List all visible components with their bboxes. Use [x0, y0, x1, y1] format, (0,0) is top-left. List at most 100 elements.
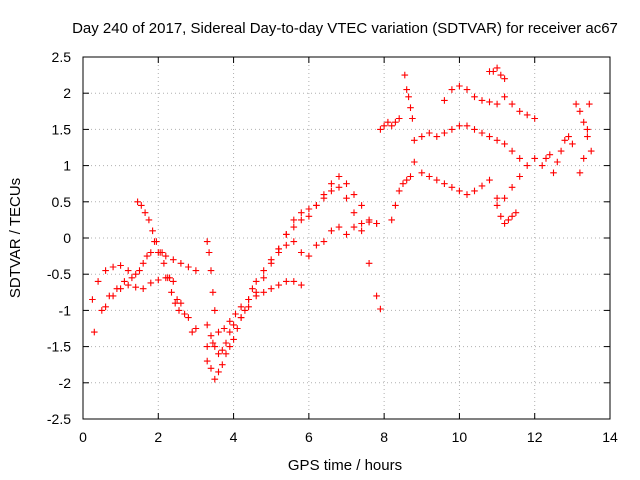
data-point	[565, 133, 572, 140]
data-point	[433, 133, 441, 140]
data-point	[209, 289, 217, 296]
series-8	[203, 238, 219, 314]
data-point	[260, 289, 267, 296]
data-point	[586, 100, 593, 108]
data-point	[411, 137, 418, 144]
data-point	[283, 278, 290, 285]
data-point	[160, 260, 168, 267]
data-point	[162, 252, 170, 260]
data-point	[290, 238, 298, 245]
data-point	[358, 202, 365, 209]
data-point	[463, 191, 471, 198]
data-point	[241, 307, 249, 314]
data-point	[426, 129, 433, 137]
data-point	[377, 305, 384, 313]
data-point	[245, 296, 252, 303]
series-18	[572, 100, 595, 177]
data-point	[222, 339, 230, 347]
data-point	[456, 82, 463, 90]
x-tick-label: 10	[452, 429, 468, 445]
chart-title: Day 240 of 2017, Sidereal Day-to-day VTE…	[72, 20, 618, 37]
y-tick-label: -1	[59, 302, 72, 318]
data-point	[388, 216, 395, 224]
series-4	[203, 218, 380, 383]
y-tick-label: -0.5	[47, 266, 71, 282]
data-point	[426, 173, 433, 180]
data-point	[516, 155, 523, 162]
x-tick-label: 0	[79, 429, 87, 445]
data-point	[373, 220, 380, 227]
data-point	[245, 303, 252, 311]
data-point	[102, 267, 109, 274]
data-point	[170, 278, 177, 285]
data-point	[149, 227, 156, 235]
data-point	[561, 137, 569, 144]
data-point	[501, 140, 508, 148]
data-point	[399, 180, 407, 187]
x-tick-label: 14	[602, 429, 618, 445]
data-point	[252, 292, 260, 300]
y-axis-title: SDTVAR / TECUs	[7, 178, 24, 298]
data-point	[350, 191, 358, 198]
data-point	[203, 238, 211, 245]
data-point	[501, 220, 508, 227]
data-point	[343, 231, 350, 238]
x-tick-label: 2	[154, 429, 162, 445]
data-point	[405, 93, 412, 101]
data-point	[388, 122, 395, 130]
data-point	[501, 93, 508, 101]
data-point	[124, 281, 132, 289]
data-point	[175, 307, 183, 314]
data-point	[358, 227, 365, 235]
data-point	[147, 279, 155, 287]
data-point	[203, 321, 211, 329]
data-point	[215, 350, 222, 358]
data-point	[305, 213, 313, 220]
data-point	[298, 281, 305, 289]
data-point	[155, 276, 162, 284]
data-point	[531, 115, 538, 122]
data-point	[508, 213, 516, 220]
data-point	[478, 97, 486, 104]
data-point	[471, 187, 478, 195]
data-point	[226, 328, 234, 336]
data-point	[493, 202, 501, 209]
data-point	[203, 357, 211, 365]
data-point	[505, 216, 512, 224]
data-point	[192, 325, 200, 332]
data-point	[463, 86, 471, 93]
data-point	[365, 216, 373, 224]
data-point	[335, 184, 343, 191]
data-point	[222, 350, 230, 358]
data-point	[554, 158, 561, 166]
data-point	[493, 194, 501, 202]
data-point	[181, 310, 188, 318]
data-point	[141, 209, 149, 216]
data-point	[313, 241, 320, 249]
data-point	[576, 169, 584, 177]
data-point	[290, 278, 298, 285]
data-point	[173, 296, 181, 303]
data-point	[209, 339, 217, 347]
data-point	[215, 328, 222, 336]
data-point	[230, 336, 237, 343]
series-13	[411, 122, 523, 162]
data-point	[205, 249, 213, 256]
y-tick-label: 1	[63, 158, 71, 174]
data-point	[313, 202, 320, 209]
data-points	[89, 64, 595, 383]
data-point	[576, 108, 584, 115]
series-5	[203, 173, 380, 358]
data-point	[497, 71, 505, 79]
data-point	[232, 310, 239, 318]
data-point	[395, 187, 403, 195]
data-point	[298, 216, 305, 224]
data-point	[145, 216, 153, 224]
data-point	[493, 100, 501, 108]
series-2	[102, 274, 200, 332]
data-point	[98, 307, 106, 314]
series-3	[134, 198, 183, 314]
data-point	[220, 325, 228, 332]
data-point	[185, 314, 192, 321]
